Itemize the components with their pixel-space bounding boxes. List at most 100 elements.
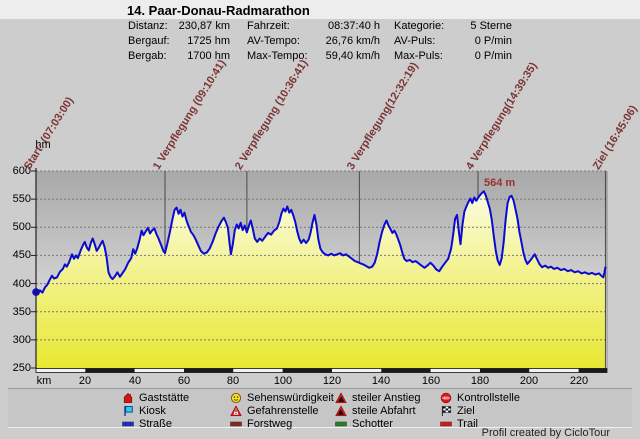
stat-value-av-tempo: 26,76 km/h	[325, 35, 380, 47]
stat-value-kategorie: 5 Sterne	[470, 20, 512, 32]
legend-item: Straße	[122, 417, 172, 430]
elevation-area-fill	[36, 191, 606, 368]
legend-item-label: Gaststätte	[139, 391, 190, 404]
stat-label-bergab: Bergab:	[128, 50, 167, 62]
legend-item: Trail	[440, 417, 478, 430]
x-tick-label: 40	[128, 375, 142, 387]
legend-item: Kiosk	[122, 404, 166, 417]
plot-background	[36, 171, 607, 368]
legend-item: steile Abfahrt	[335, 404, 416, 417]
stat-label-av-puls: AV-Puls:	[394, 35, 436, 47]
trail-icon	[440, 418, 452, 430]
event-label-start: Start: (07:03:00)	[21, 95, 77, 172]
peak-elevation-annotation: 564 m	[484, 177, 516, 189]
page-title: 14. Paar-Donau-Radmarathon	[127, 3, 310, 18]
x-tick-label: 20	[78, 375, 92, 387]
elevation-curve	[35, 190, 607, 296]
scale-bar-segment	[134, 368, 184, 373]
event-label-verpflegung-3: 3 Verpflegung(12:32:19)	[344, 60, 421, 172]
legend-item-label: Trail	[457, 417, 478, 430]
legend-item-label: steile Abfahrt	[352, 404, 416, 417]
legend-item: Ziel	[440, 404, 475, 417]
legend-item-label: Ziel	[457, 404, 475, 417]
legend-item: Gaststätte	[122, 391, 189, 404]
legend-item: STOP Kontrollstelle	[440, 391, 520, 404]
scale-bar-border	[35, 368, 608, 373]
kontrollstelle-icon: STOP	[440, 392, 452, 404]
x-axis-strip	[0, 0, 640, 19]
stat-value-av-puls: 0 P/min	[474, 35, 512, 47]
stat-value-bergab: 1700 hm	[187, 50, 230, 62]
x-tick-label: 140	[371, 375, 391, 387]
steiler-anstieg-icon	[335, 391, 347, 404]
scale-bar-segment	[479, 368, 530, 373]
legend-item: Sehenswürdigkeit	[230, 391, 334, 404]
svg-text:STOP: STOP	[443, 396, 450, 399]
event-label-verpflegung-1: 1 Verpflegung (09:10:41)	[150, 57, 229, 173]
x-axis-unit-label: km	[36, 375, 52, 387]
y-tick-label: 450	[12, 249, 31, 261]
stat-label-bergauf: Bergauf:	[128, 35, 170, 47]
x-tick-label: 120	[322, 375, 342, 387]
legend-item-label: steiler Anstieg	[352, 391, 421, 404]
stat-value-distanz: 230,87 km	[178, 20, 230, 32]
y-axis-unit-label: hm	[35, 139, 51, 151]
y-tick-label: 350	[12, 306, 31, 318]
forstweg-icon	[230, 418, 242, 430]
start-point-marker	[32, 288, 40, 296]
y-tick-label: 550	[12, 193, 31, 205]
x-tick-label: 220	[569, 375, 589, 387]
legend-panel: Gaststätte Kiosk Straße Sehenswürdigkeit Gef…	[8, 388, 632, 430]
kiosk-icon	[122, 405, 134, 417]
x-tick-label: 60	[177, 375, 191, 387]
stat-label-distanz: Distanz:	[128, 20, 168, 32]
scale-bar-segment	[282, 368, 332, 373]
strasse-icon	[122, 418, 134, 430]
x-tick-label: 100	[273, 375, 293, 387]
stat-value-fahrzeit: 08:37:40 h	[328, 20, 380, 32]
scale-bar-segment	[85, 368, 135, 373]
legend-item: Gefahrenstelle	[230, 404, 319, 417]
steile-abfahrt-icon	[335, 404, 347, 417]
scale-bar-segment	[430, 368, 480, 373]
stat-label-av-tempo: AV-Tempo:	[247, 35, 300, 47]
scale-bar-segment	[381, 368, 431, 373]
legend-item-label: Straße	[139, 417, 173, 430]
legend-item-label: Sehenswürdigkeit	[247, 391, 334, 404]
gefahrenstelle-icon	[230, 404, 242, 417]
scale-bar-segment	[331, 368, 382, 373]
y-tick-label: 600	[12, 165, 31, 177]
legend-item: Schotter	[335, 417, 393, 430]
event-label-verpflegung-4: 4 Verpflegung(14:39:35)	[463, 60, 540, 172]
legend-item: steiler Anstieg	[335, 391, 420, 404]
stat-value-max-tempo: 59,40 km/h	[325, 50, 380, 62]
gaststaette-icon	[122, 392, 134, 404]
footer-credit: Profil created by CicloTour	[481, 427, 610, 439]
legend-item-label: Gefahrenstelle	[247, 404, 319, 417]
legend-item-label: Kiosk	[139, 404, 166, 417]
scale-bar-segment	[36, 368, 86, 373]
y-tick-label: 400	[12, 278, 31, 290]
event-label-verpflegung-2: 2 Verpflegung (10:36:41)	[232, 57, 311, 173]
schotter-icon	[335, 418, 347, 430]
stat-label-kategorie: Kategorie:	[394, 20, 445, 32]
scale-bar-segment	[529, 368, 579, 373]
legend-item-label: Forstweg	[247, 417, 293, 430]
legend-item-label: Kontrollstelle	[457, 391, 520, 404]
y-tick-label: 250	[12, 362, 31, 374]
legend-item-label: Schotter	[352, 417, 393, 430]
x-tick-label: 80	[226, 375, 240, 387]
stat-value-max-puls: 0 P/min	[474, 50, 512, 62]
stat-label-fahrzeit: Fahrzeit:	[247, 20, 290, 32]
scale-bar-segment	[578, 368, 607, 373]
stat-value-bergauf: 1725 hm	[187, 35, 230, 47]
x-tick-label: 160	[421, 375, 441, 387]
ziel-icon	[440, 405, 452, 417]
x-tick-label: 180	[470, 375, 490, 387]
y-tick-label: 300	[12, 334, 31, 346]
y-tick-label: 500	[12, 221, 31, 233]
legend-item: Forstweg	[230, 417, 292, 430]
scale-bar-segment	[183, 368, 234, 373]
